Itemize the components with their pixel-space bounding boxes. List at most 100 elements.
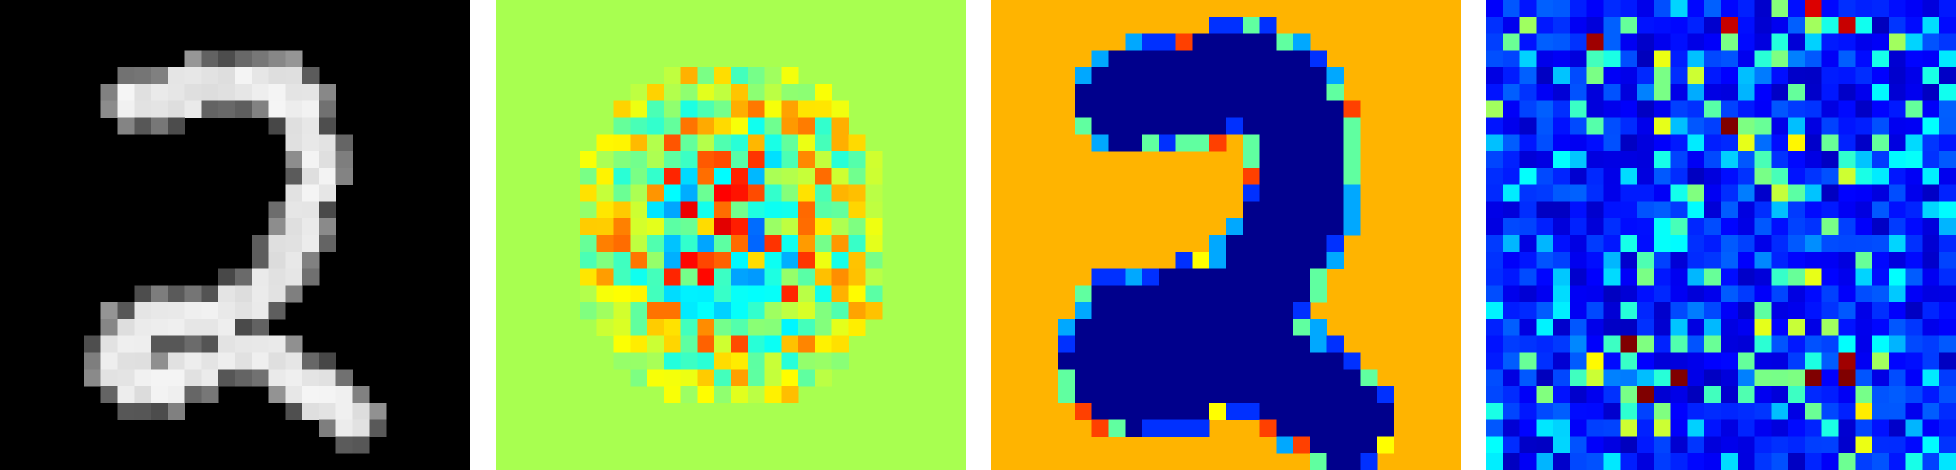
noise-cell: [1586, 402, 1604, 420]
mask-edge-cell: [1091, 134, 1109, 152]
noise-cell: [1502, 83, 1520, 102]
digit-pixel: [201, 302, 219, 320]
noise-cell: [1687, 419, 1705, 437]
mask-inside-cell: [1259, 402, 1277, 420]
attribution-cell: [848, 218, 866, 236]
mask-inside-cell: [1108, 352, 1126, 370]
attribution-cell: [680, 218, 698, 236]
noise-cell: [1939, 453, 1956, 470]
noise-cell: [1620, 386, 1638, 404]
attribution-cell: [663, 184, 681, 202]
mask-edge-cell: [1058, 318, 1076, 337]
noise-cell: [1821, 318, 1839, 337]
noise-cell: [1754, 285, 1772, 303]
attribution-cell: [865, 167, 883, 185]
attribution-cell: [731, 201, 749, 219]
attribution-cell: [831, 318, 849, 337]
noise-cell: [1721, 453, 1739, 470]
mask-inside-cell: [1108, 83, 1126, 102]
noise-cell: [1653, 335, 1671, 353]
noise-cell: [1620, 151, 1638, 169]
mask-inside-cell: [1293, 335, 1311, 353]
noise-cell: [1804, 436, 1823, 454]
noise-cell: [1486, 419, 1504, 437]
attribution-cells: [579, 67, 883, 404]
mask-inside-cell: [1108, 402, 1126, 420]
attribution-cell: [747, 251, 765, 269]
digit-pixel: [285, 386, 303, 404]
digit-pixel: [151, 285, 169, 303]
noise-cell: [1905, 16, 1923, 34]
noise-cell: [1855, 419, 1873, 437]
attribution-cell: [630, 134, 648, 152]
digit-pixel: [251, 285, 269, 303]
mask-inside-cell: [1276, 318, 1294, 337]
attribution-cell: [579, 151, 598, 169]
mask-inside-cell: [1142, 83, 1160, 102]
digit-pixel: [167, 100, 185, 118]
attribution-cell: [663, 235, 681, 253]
mask-edge-cell: [1158, 134, 1176, 152]
noise-cell: [1771, 151, 1789, 169]
noise-cell: [1653, 251, 1671, 269]
noise-cell: [1771, 251, 1789, 269]
noise-cell: [1855, 453, 1873, 470]
noise-cell: [1754, 268, 1772, 286]
noise-cell: [1653, 453, 1671, 470]
mask-inside-cell: [1259, 151, 1277, 169]
attribution-cell: [814, 251, 833, 269]
noise-cell: [1670, 134, 1688, 152]
digit-pixel: [318, 369, 337, 387]
attribution-cell: [697, 318, 715, 337]
mask-inside-cell: [1276, 251, 1294, 269]
noise-cell: [1486, 251, 1504, 269]
mask-inside-cell: [1276, 218, 1294, 236]
mask-inside-cell: [1259, 369, 1277, 387]
mask-inside-cell: [1293, 151, 1311, 169]
digit-pixel: [117, 100, 135, 118]
attribution-cell: [781, 167, 799, 185]
mask-inside-cell: [1259, 335, 1277, 353]
noise-cell: [1603, 369, 1621, 387]
mask-inside-cell: [1125, 335, 1143, 353]
mask-inside-cell: [1158, 386, 1176, 404]
digit-pixel: [134, 285, 152, 303]
noise-cell: [1603, 302, 1621, 320]
noise-cell: [1704, 151, 1722, 169]
noise-cell: [1737, 167, 1755, 185]
digit-pixel: [134, 402, 152, 420]
noise-cell: [1821, 83, 1839, 102]
noise-cell: [1603, 251, 1621, 269]
noise-cell: [1569, 352, 1588, 370]
attribution-cell: [680, 285, 698, 303]
noise-cell: [1637, 386, 1655, 404]
attribution-cell: [747, 335, 765, 353]
noise-cell: [1821, 386, 1839, 404]
attribution-cell: [731, 151, 749, 169]
noise-cell: [1586, 0, 1604, 18]
attribution-map-panel: [496, 0, 966, 470]
attribution-cell: [714, 117, 732, 135]
noise-cell: [1586, 100, 1604, 118]
noise-cell: [1754, 167, 1772, 185]
noise-cell: [1620, 335, 1638, 353]
noise-cell: [1721, 16, 1739, 34]
noise-cell: [1922, 369, 1940, 387]
attribution-cell: [647, 218, 665, 236]
attribution-cell: [596, 268, 614, 286]
noise-cell: [1519, 16, 1537, 34]
attribution-cell: [831, 134, 849, 152]
mask-inside-cell: [1259, 251, 1277, 269]
mask-edge-cell: [1226, 402, 1244, 420]
mask-edge-cell: [1142, 33, 1160, 51]
noise-cell: [1872, 251, 1890, 269]
noise-cell: [1821, 167, 1839, 185]
noise-cell: [1519, 386, 1537, 404]
mask-inside-cell: [1242, 117, 1260, 135]
noise-cell: [1838, 453, 1856, 470]
digit-pixel: [218, 352, 236, 370]
mask-inside-cell: [1326, 402, 1344, 420]
digit-pixel: [184, 369, 202, 387]
mask-inside-cell: [1209, 352, 1227, 370]
mask-inside-cell: [1192, 335, 1210, 353]
